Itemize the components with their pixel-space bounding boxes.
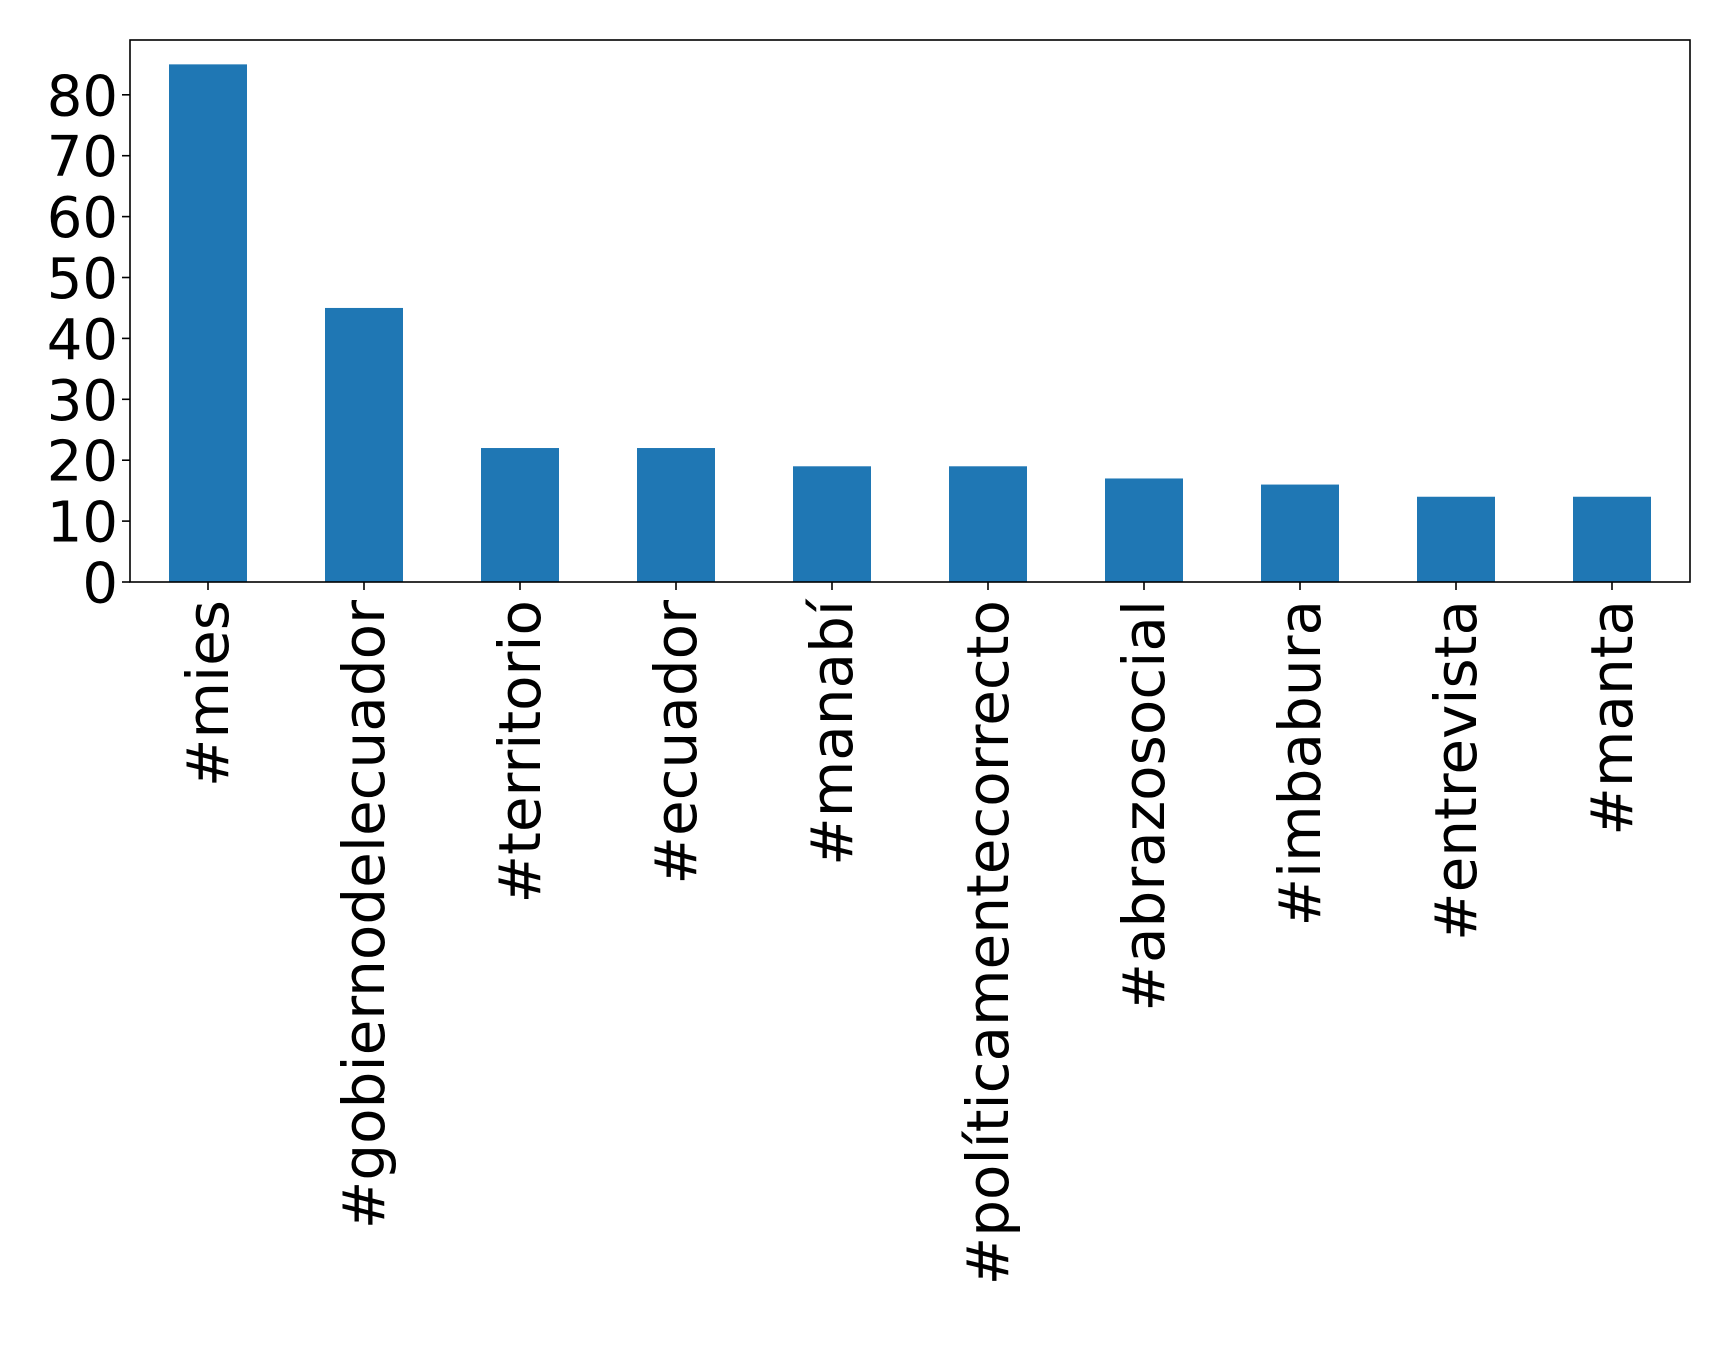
x-tick-label: #gobiernodelecuador xyxy=(330,600,398,1229)
x-tick-label: #políticamentecorrecto xyxy=(954,600,1022,1285)
y-tick-label: 60 xyxy=(47,186,118,251)
y-tick-label: 30 xyxy=(47,369,118,434)
bar xyxy=(793,466,871,582)
x-tick-label: #abrazosocial xyxy=(1110,600,1178,1012)
x-tick-label: #ecuador xyxy=(642,600,710,885)
x-tick-label: #manta xyxy=(1578,600,1646,836)
y-tick-label: 40 xyxy=(47,308,118,373)
x-axis: #mies #gobiernodelecuador #territorio #ecua… xyxy=(174,582,1646,1285)
plot-frame xyxy=(129,39,1691,583)
x-tick-label: #manabí xyxy=(798,598,866,866)
y-tick-label: 70 xyxy=(47,125,118,190)
y-tick-label: 80 xyxy=(47,64,118,129)
bar xyxy=(1105,478,1183,582)
x-tick-label: #territorio xyxy=(486,600,554,903)
bar xyxy=(325,307,403,582)
bar xyxy=(1573,496,1651,582)
x-tick-label: #mies xyxy=(174,600,242,787)
x-tick-label: #entrevista xyxy=(1422,600,1490,941)
y-tick-label: 0 xyxy=(82,552,118,617)
x-tick-label: #imbabura xyxy=(1266,600,1334,927)
bar xyxy=(1417,496,1495,582)
bar xyxy=(169,64,247,582)
y-tick-label: 50 xyxy=(47,247,118,312)
bar xyxy=(1261,484,1339,582)
bar xyxy=(481,448,559,582)
y-tick-label: 10 xyxy=(47,491,118,556)
bar xyxy=(637,448,715,582)
bars-layer xyxy=(169,64,1651,582)
y-tick-label: 20 xyxy=(47,430,118,495)
bar xyxy=(949,466,1027,582)
